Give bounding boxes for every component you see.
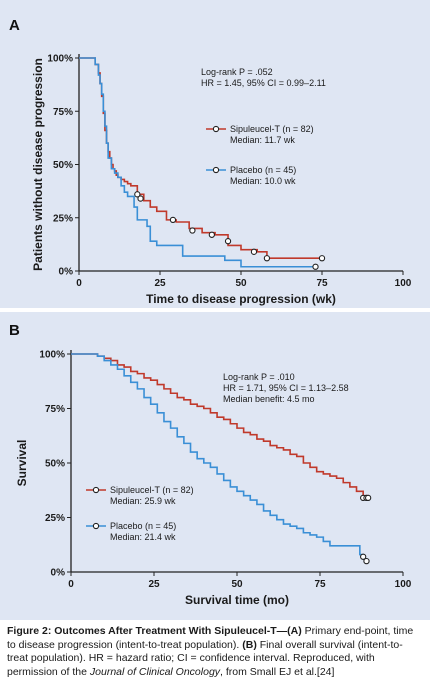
panel-b-series-sipuleucel-t-line (71, 353, 369, 498)
panel-b-x-tick-label: 25 (148, 579, 160, 590)
panel-b-annotation-line: Median benefit: 4.5 mo (223, 394, 315, 404)
panel-b-censor-marker (363, 557, 370, 565)
panel-b-letter: B (9, 322, 20, 339)
panel-b-y-axis-title: Survival (15, 440, 29, 487)
panel-b-censor-marker (360, 553, 367, 560)
km-charts: A 0% 25% 50% 75% 100% 0 25 50 75 100 Time to diseas… (0, 0, 430, 620)
panel-b-y-tick-label: 50% (45, 459, 65, 470)
panel-a-y-tick-label: 75% (53, 107, 73, 118)
panel-a-x-tick-label: 100 (395, 278, 412, 289)
panel-b-x-tick-label: 100 (395, 579, 412, 590)
panel-a-background (0, 0, 430, 308)
panel-a-censor-marker (312, 263, 319, 270)
panel-b-background (0, 312, 430, 620)
panel-a-legend-placebo-name: Placebo (n = 45) (230, 165, 296, 175)
panel-a-censor-marker (224, 238, 232, 245)
panel-a-y-tick-label: 100% (47, 54, 73, 65)
panel-b-annotation-line: Log-rank P = .010 (223, 372, 295, 382)
panel-b-legend-placebo-marker (92, 522, 100, 530)
panel-b-y-tick-label: 25% (45, 513, 65, 524)
panel-b-legend-placebo-name: Placebo (n = 45) (110, 521, 176, 531)
panel-a-annotation-line: HR = 1.45, 95% CI = 0.99–2.11 (201, 78, 326, 88)
panel-a-censor-marker (137, 195, 144, 202)
caption-part-b: Final overall survival (intent-to-treat … (7, 638, 403, 678)
panel-b-legend-sipuleucel-t-name: Sipuleucel-T (n = 82) (110, 485, 194, 495)
panel-b-x-tick-label: 0 (68, 579, 74, 590)
panel-a-legend-placebo-median: Median: 10.0 wk (230, 176, 296, 186)
caption-part-a: Primary end-point, time to disease progr… (7, 625, 414, 651)
panel-a-legend-sipuleucel-t-name: Sipuleucel-T (n = 82) (230, 124, 314, 134)
panel-a-x-tick-label: 0 (76, 278, 82, 289)
caption-journal: Journal of Clinical Oncology (89, 665, 221, 678)
panel-b-series-placebo-line (71, 353, 368, 562)
panel-a-series-placebo-line (79, 57, 316, 268)
panel-b-y-tick-label: 0% (51, 568, 66, 579)
caption-figure-label: Figure 2: (7, 625, 52, 637)
panel-a-x-tick-label: 50 (235, 278, 247, 289)
panel-a-y-tick-label: 25% (53, 213, 73, 224)
panel-b-legend-sipuleucel-t-marker (92, 486, 100, 494)
panel-b-x-tick-label: 50 (231, 579, 243, 590)
panel-a-y-axis-title: Patients without disease progression (31, 58, 45, 271)
panel-a-censor-marker (189, 227, 196, 234)
panel-b-censor-marker (364, 494, 372, 502)
panel-a-legend-placebo-marker (212, 166, 220, 174)
figure-caption: Figure 2: Outcomes After Treatment With … (0, 625, 430, 679)
panel-b-x-tick-label: 75 (314, 579, 326, 590)
panel-a-censor-marker (263, 255, 271, 262)
panel-b-y-tick-label: 100% (39, 350, 65, 361)
panel-a-legend-sipuleucel-t-median: Median: 11.7 wk (230, 135, 295, 145)
panel-b-legend-sipuleucel-t-median: Median: 25.9 wk (110, 496, 176, 506)
caption-title: Outcomes After Treatment With Sipuleucel… (54, 625, 302, 637)
panel-a-y-tick-label: 0% (59, 267, 74, 278)
panel-b-y-tick-label: 75% (45, 404, 65, 415)
panel-a-legend-sipuleucel-t-marker (212, 125, 220, 133)
caption-credit: , from Small EJ et al.[24] (220, 665, 335, 678)
panel-b-legend-placebo-median: Median: 21.4 wk (110, 532, 176, 542)
panel-a-censor-marker (169, 216, 177, 224)
panel-a-y-tick-label: 50% (53, 160, 73, 171)
panel-a-censor-marker (208, 231, 215, 238)
panel-a-annotation-line: Log-rank P = .052 (201, 67, 273, 77)
panel-a-censor-marker (134, 191, 141, 198)
panel-b-x-axis-title: Survival time (mo) (185, 593, 289, 607)
panel-a-x-tick-label: 75 (316, 278, 328, 289)
panel-a-x-axis-title: Time to disease progression (wk) (146, 292, 336, 306)
charts-layer: A 0% 25% 50% 75% 100% 0 25 50 75 100 Time to diseas… (9, 17, 412, 607)
panel-a-censor-marker (250, 248, 258, 255)
panel-a-letter: A (9, 17, 20, 34)
panel-b-annotation-line: HR = 1.71, 95% CI = 1.13–2.58 (223, 383, 349, 393)
caption-part-b-label: (B) (242, 638, 257, 651)
panel-a-x-tick-label: 25 (154, 278, 166, 289)
panel-a-series-sipuleucel-t-line (79, 57, 322, 260)
panel-a-censor-marker (318, 255, 326, 262)
